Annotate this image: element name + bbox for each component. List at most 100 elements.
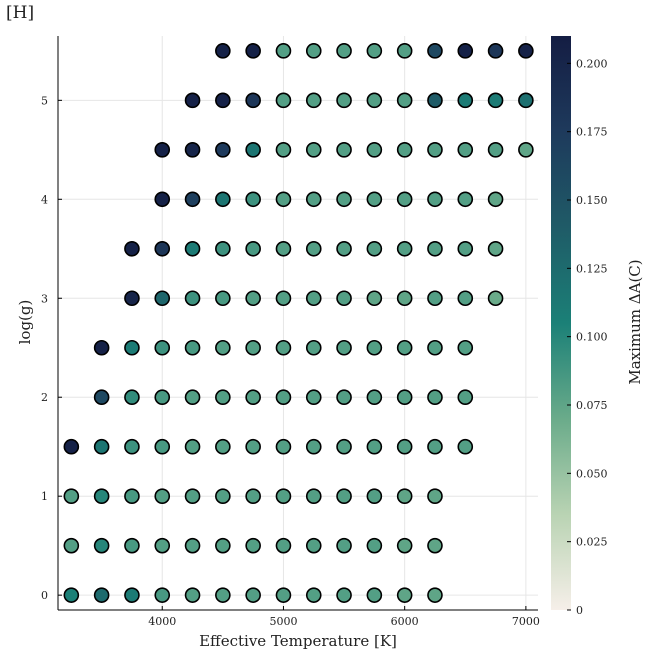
colorbar-tick-label: 0 [576, 604, 583, 617]
data-point [396, 92, 413, 109]
data-point [215, 92, 231, 109]
y-tick-label: 4 [41, 193, 48, 206]
data-point [215, 240, 231, 257]
data-point [457, 43, 474, 59]
data-point [396, 537, 413, 554]
data-point [245, 389, 261, 406]
data-point [154, 389, 171, 406]
y-tick-label: 3 [41, 292, 48, 305]
data-point [63, 587, 80, 603]
data-point [305, 488, 322, 504]
colorbar-tick-label: 0.175 [576, 126, 608, 139]
data-point [124, 339, 140, 356]
data-point [396, 240, 413, 257]
data-point [457, 240, 474, 257]
data-point [184, 587, 201, 603]
data-point [366, 339, 383, 356]
data-point [245, 191, 261, 208]
data-point [305, 191, 322, 208]
data-point [93, 488, 110, 504]
data-point [154, 438, 171, 455]
data-point [396, 587, 413, 603]
data-point [396, 290, 413, 307]
data-point [184, 389, 201, 406]
data-point [93, 438, 110, 455]
data-point [275, 339, 292, 356]
data-point [63, 438, 80, 455]
data-point [396, 43, 413, 59]
data-point [124, 587, 140, 603]
data-point [396, 488, 413, 504]
y-tick-label: 1 [41, 490, 48, 503]
data-point [93, 587, 110, 603]
colorbar-tick-label: 0.050 [576, 467, 608, 480]
x-axis-ticks: 4000 5000 6000 7000 [148, 606, 540, 628]
data-points [63, 43, 534, 603]
data-point [305, 43, 322, 59]
y-tick-label: 0 [41, 589, 48, 602]
data-point [487, 240, 504, 257]
data-point [245, 43, 261, 59]
data-point [184, 339, 201, 356]
data-point [63, 537, 80, 554]
data-point [275, 142, 292, 158]
data-point [427, 43, 443, 59]
data-point [305, 142, 322, 158]
data-point [366, 191, 383, 208]
data-point [427, 92, 443, 109]
data-point [245, 240, 261, 257]
data-point [457, 389, 474, 406]
data-point [245, 587, 261, 603]
data-point [215, 43, 231, 59]
colorbar-tick-label: 0.125 [576, 262, 608, 275]
data-point [396, 339, 413, 356]
data-point [366, 43, 383, 59]
data-point [457, 191, 474, 208]
data-point [336, 191, 352, 208]
data-point [245, 488, 261, 504]
data-point [336, 488, 352, 504]
data-point [366, 488, 383, 504]
data-point [518, 43, 534, 59]
colorbar-label: Maximum ΔA(C) [626, 259, 644, 384]
data-point [396, 389, 413, 406]
data-point [427, 142, 443, 158]
data-point [396, 191, 413, 208]
data-point [457, 339, 474, 356]
data-point [366, 537, 383, 554]
data-point [154, 191, 171, 208]
colorbar-gradient [551, 36, 571, 610]
data-point [336, 290, 352, 307]
data-point [336, 92, 352, 109]
data-point [305, 587, 322, 603]
data-point [305, 438, 322, 455]
data-point [275, 43, 292, 59]
data-point [305, 240, 322, 257]
data-point [305, 92, 322, 109]
data-point [275, 587, 292, 603]
x-tick-label: 6000 [391, 615, 419, 628]
data-point [396, 142, 413, 158]
data-point [184, 240, 201, 257]
data-point [336, 537, 352, 554]
data-point [124, 389, 140, 406]
y-tick-label: 2 [41, 391, 48, 404]
data-point [336, 142, 352, 158]
data-point [154, 142, 171, 158]
data-point [184, 92, 201, 109]
data-point [93, 537, 110, 554]
data-point [215, 290, 231, 307]
data-point [93, 389, 110, 406]
data-point [305, 290, 322, 307]
data-point [184, 438, 201, 455]
data-point [427, 537, 443, 554]
data-point [245, 438, 261, 455]
data-point [366, 389, 383, 406]
x-tick-label: 4000 [148, 615, 176, 628]
data-point [184, 488, 201, 504]
data-point [275, 389, 292, 406]
data-point [215, 488, 231, 504]
data-point [487, 92, 504, 109]
data-point [215, 339, 231, 356]
